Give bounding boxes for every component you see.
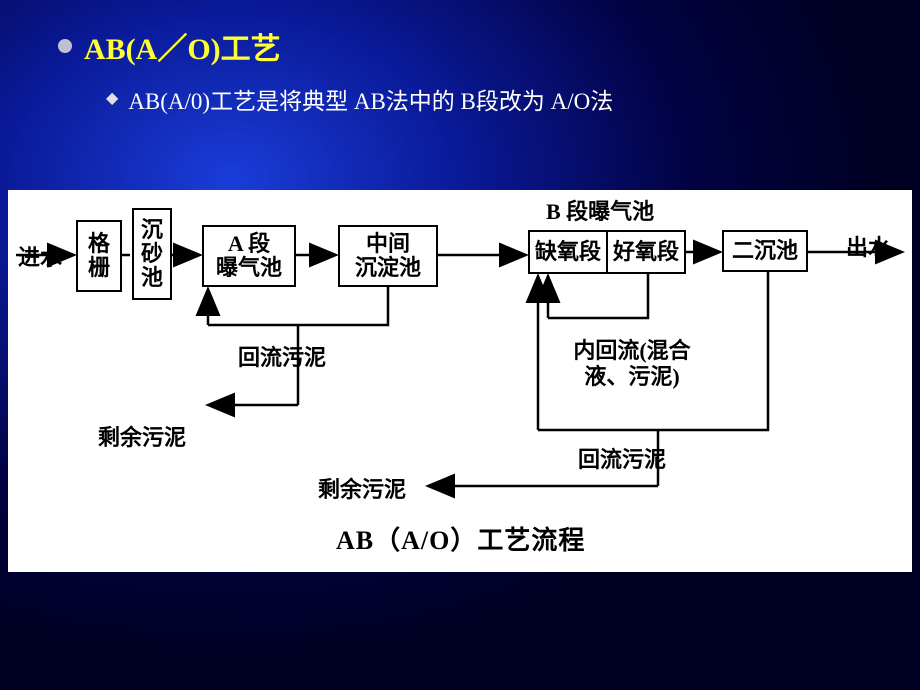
mid-sed-label: 中间 沉淀池 — [355, 232, 421, 280]
a-aeration-box: A 段 曝气池 — [202, 225, 296, 287]
return-sludge-b-label: 回流污泥 — [578, 442, 666, 474]
title-bullet: AB(A／O)工艺 — [58, 24, 892, 68]
secondary-sed-box: 二沉池 — [722, 230, 808, 272]
subtitle-bullet: ◆ AB(A/0)工艺是将典型 AB法中的 B段改为 A/O法 — [106, 82, 892, 116]
secondary-sed-label: 二沉池 — [732, 239, 798, 263]
bullet-dot-icon — [58, 39, 72, 53]
a-aeration-label: A 段 曝气池 — [216, 232, 282, 280]
diagram-canvas: 进水 格 栅 沉 砂 池 A 段 曝气池 中间 沉淀池 B 段曝气池 缺氧段 好… — [8, 190, 912, 572]
flowchart-diagram: 进水 格 栅 沉 砂 池 A 段 曝气池 中间 沉淀池 B 段曝气池 缺氧段 好… — [8, 190, 912, 572]
aerobic-box: 好氧段 — [606, 230, 686, 274]
grid-box: 格 栅 — [76, 220, 122, 292]
sand-box: 沉 砂 池 — [132, 208, 172, 300]
slide-subtitle: AB(A/0)工艺是将典型 AB法中的 B段改为 A/O法 — [128, 82, 613, 116]
inner-return-label: 内回流(混合 液、污泥) — [542, 338, 722, 391]
diagram-caption: AB（A/O）工艺流程 — [336, 520, 585, 557]
slide-text-area: AB(A／O)工艺 ◆ AB(A/0)工艺是将典型 AB法中的 B段改为 A/O… — [0, 0, 920, 116]
excess-sludge-b-label: 剩余污泥 — [318, 472, 406, 504]
aerobic-label: 好氧段 — [613, 240, 679, 264]
excess-sludge-a-label: 剩余污泥 — [98, 420, 186, 452]
inflow-label: 进水 — [18, 240, 62, 272]
slide-title: AB(A／O)工艺 — [84, 24, 281, 68]
anoxic-box: 缺氧段 — [528, 230, 608, 274]
mid-sed-box: 中间 沉淀池 — [338, 225, 438, 287]
sand-label: 沉 砂 池 — [141, 218, 163, 291]
return-sludge-a-label: 回流污泥 — [238, 340, 326, 372]
grid-label: 格 栅 — [88, 232, 110, 280]
diamond-bullet-icon: ◆ — [106, 91, 118, 107]
b-aeration-top-label: B 段曝气池 — [546, 194, 654, 226]
anoxic-label: 缺氧段 — [535, 240, 601, 264]
outflow-label: 出水 — [846, 230, 890, 262]
